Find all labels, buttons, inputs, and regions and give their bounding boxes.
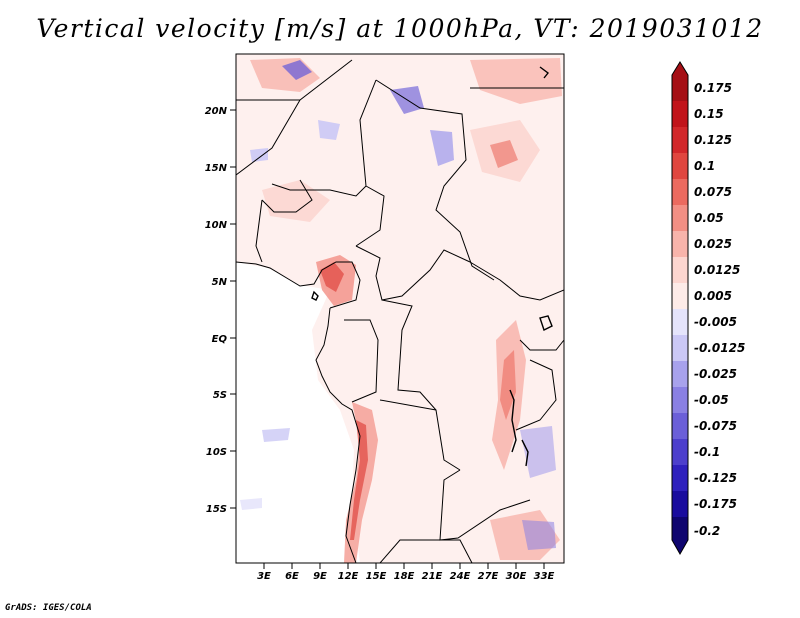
lat-label-15n: 15N — [205, 163, 228, 174]
colorbar-label: 0.1 — [694, 159, 715, 173]
colorbar-label: -0.1 — [694, 445, 720, 459]
colorbar-swatch-0 — [672, 75, 688, 101]
colorbar-label: 0.125 — [694, 133, 732, 147]
lat-label-5n: 5N — [212, 277, 228, 288]
velocity-shading — [236, 54, 564, 563]
colorbar-swatch-12 — [672, 387, 688, 413]
colorbar-label: 0.005 — [694, 289, 732, 303]
colorbar-label: -0.005 — [694, 315, 737, 329]
lon-label-6e: 6E — [285, 571, 299, 582]
colorbar-swatch-5 — [672, 205, 688, 231]
colorbar-label: -0.175 — [694, 497, 737, 511]
lon-label-21e: 21E — [422, 571, 443, 582]
colorbar-label: -0.2 — [694, 524, 720, 538]
lat-label-10s: 10S — [206, 447, 227, 458]
colorbar: 0.175 0.15 0.125 0.1 0.075 0.05 0.025 0.… — [671, 61, 745, 556]
colorbar-label: 0.0125 — [694, 263, 740, 277]
lakes — [311, 66, 553, 467]
colorbar-label: 0.15 — [694, 107, 724, 121]
colorbar-label: 0.175 — [694, 81, 732, 95]
colorbar-label: -0.125 — [694, 471, 737, 485]
colorbar-swatch-9 — [672, 309, 688, 335]
colorbar-top-arrow — [672, 62, 688, 75]
country-borders — [236, 59, 564, 563]
lat-axis: 20N 15N 10N 5N EQ 5S 10S 15S — [205, 106, 236, 515]
colorbar-swatch-6 — [672, 231, 688, 257]
colorbar-label: -0.075 — [694, 419, 737, 433]
colorbar-swatch-11 — [672, 361, 688, 387]
lat-label-5s: 5S — [213, 390, 227, 401]
lon-label-3e: 3E — [257, 571, 271, 582]
colorbar-label: -0.025 — [694, 367, 737, 381]
lon-axis: 3E 6E 9E 12E 15E 18E 21E 24E 27E 30E 33E — [257, 563, 555, 582]
chart-title: Vertical velocity [m/s] at 1000hPa, VT: … — [36, 14, 764, 43]
lat-label-10n: 10N — [205, 220, 228, 231]
colorbar-swatch-8 — [672, 283, 688, 309]
colorbar-swatch-14 — [672, 439, 688, 465]
colorbar-label: -0.0125 — [694, 341, 745, 355]
lon-label-15e: 15E — [366, 571, 387, 582]
colorbar-bottom-arrow — [672, 540, 688, 554]
lon-label-30e: 30E — [506, 571, 527, 582]
lat-label-15s: 15S — [206, 504, 227, 515]
lon-label-9e: 9E — [313, 571, 327, 582]
colorbar-label: 0.075 — [694, 185, 732, 199]
colorbar-swatch-13 — [672, 413, 688, 439]
colorbar-swatch-15 — [672, 465, 688, 491]
colorbar-swatch-1 — [672, 101, 688, 127]
colorbar-swatch-10 — [672, 335, 688, 361]
colorbar-swatch-2 — [672, 127, 688, 153]
colorbar-label: -0.05 — [694, 393, 729, 407]
grads-credit: GrADS: IGES/COLA — [5, 603, 92, 613]
lon-label-12e: 12E — [338, 571, 359, 582]
colorbar-label: 0.025 — [694, 237, 732, 251]
map-frame — [235, 53, 565, 564]
lon-label-24e: 24E — [450, 571, 471, 582]
lon-label-33e: 33E — [534, 571, 555, 582]
lat-label-20n: 20N — [205, 106, 228, 117]
lon-label-27e: 27E — [478, 571, 499, 582]
colorbar-swatch-17 — [672, 517, 688, 540]
colorbar-swatch-4 — [672, 179, 688, 205]
colorbar-swatch-7 — [672, 257, 688, 283]
colorbar-label: 0.05 — [694, 211, 724, 225]
lon-label-18e: 18E — [394, 571, 415, 582]
lat-label-eq: EQ — [212, 334, 228, 345]
colorbar-swatch-3 — [672, 153, 688, 179]
colorbar-swatch-16 — [672, 491, 688, 517]
